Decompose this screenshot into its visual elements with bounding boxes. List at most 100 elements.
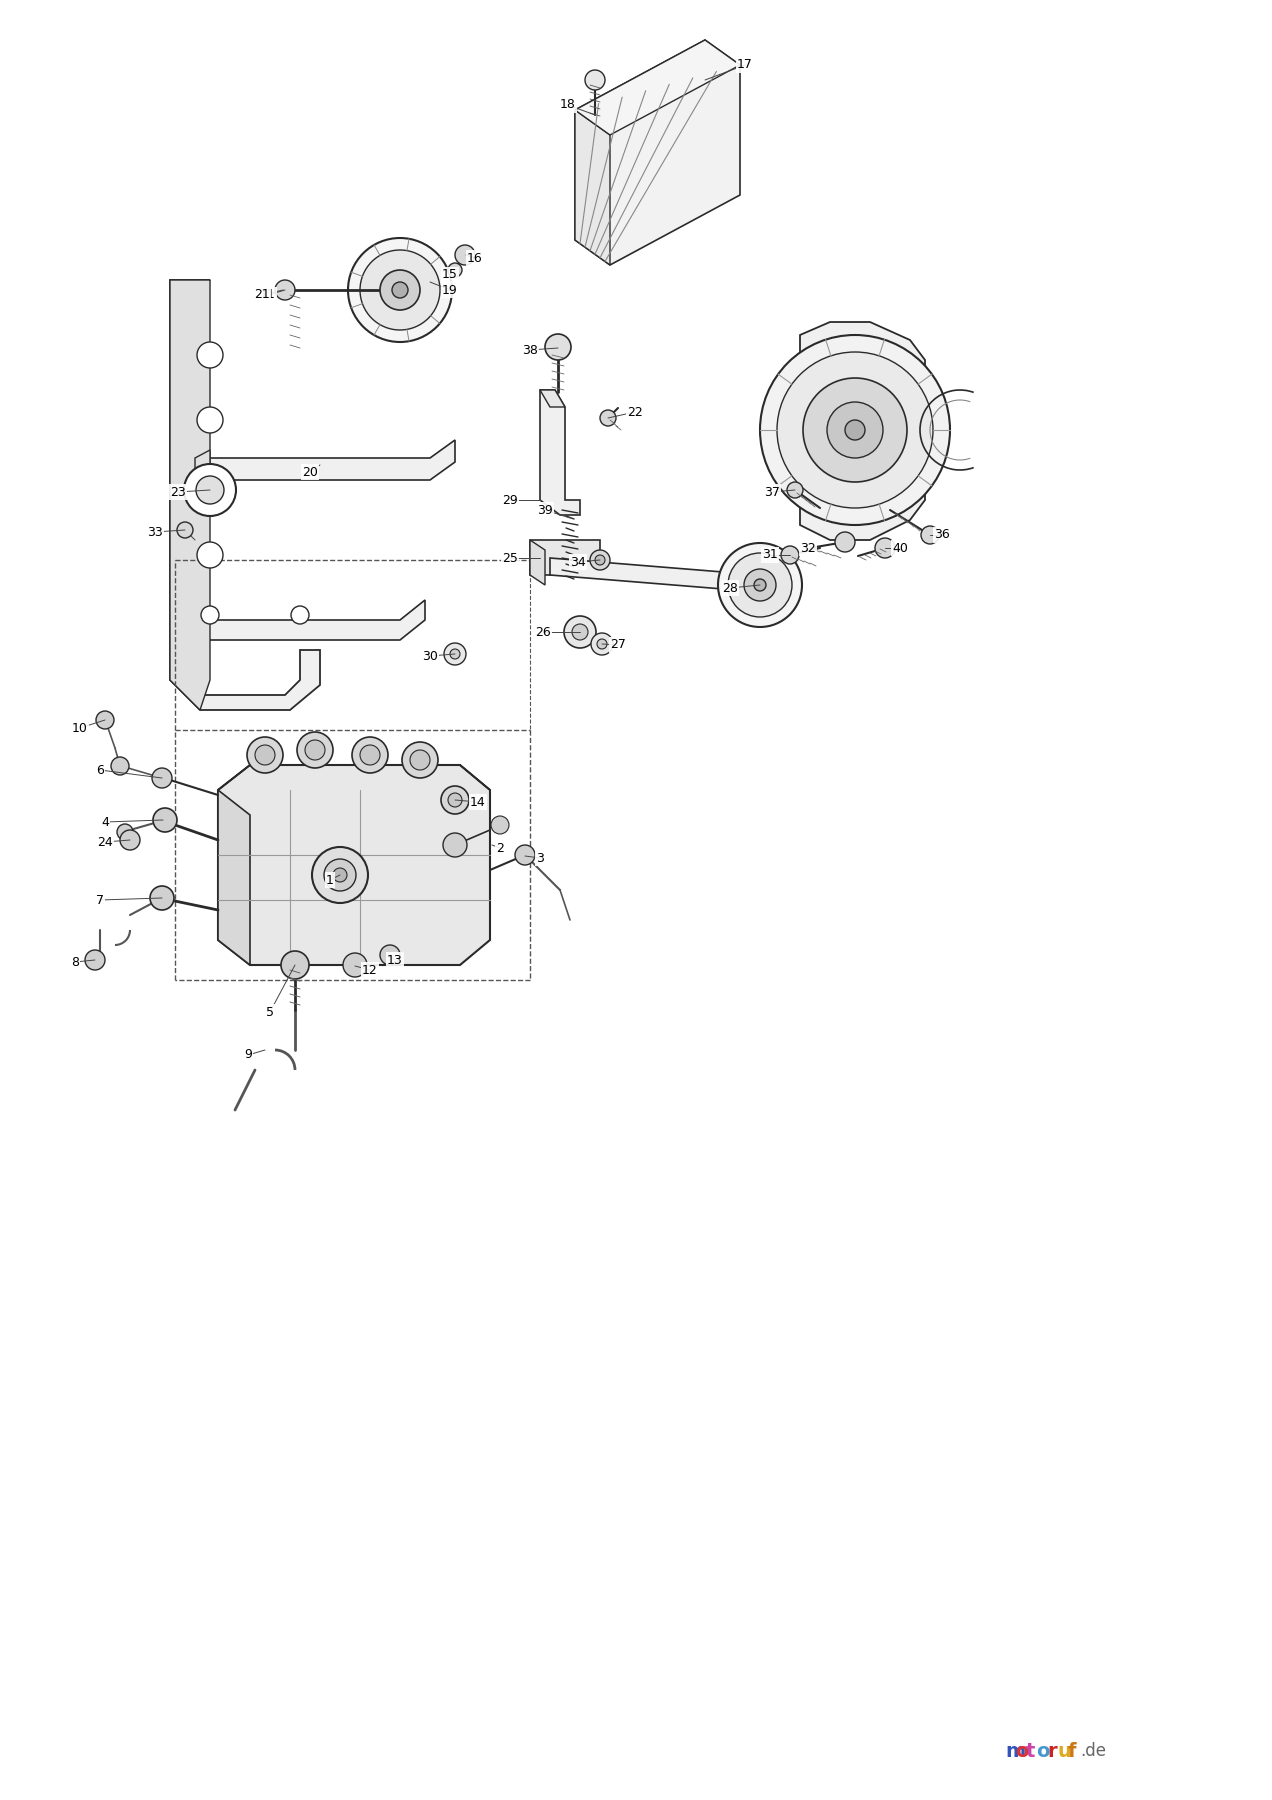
Polygon shape xyxy=(218,790,251,965)
Text: 37: 37 xyxy=(764,486,780,499)
Text: 32: 32 xyxy=(800,542,815,554)
Circle shape xyxy=(402,742,438,778)
Circle shape xyxy=(153,808,177,832)
Text: 29: 29 xyxy=(502,493,518,506)
Text: 27: 27 xyxy=(611,639,626,652)
Circle shape xyxy=(448,263,462,277)
Text: 1: 1 xyxy=(326,873,335,887)
Text: 34: 34 xyxy=(570,556,586,569)
Text: 20: 20 xyxy=(301,466,318,479)
Circle shape xyxy=(197,342,223,367)
Text: 17: 17 xyxy=(736,58,753,72)
Circle shape xyxy=(291,607,309,625)
Circle shape xyxy=(827,401,883,457)
Text: t: t xyxy=(1027,1742,1035,1760)
Text: 21: 21 xyxy=(254,288,270,301)
Circle shape xyxy=(563,616,597,648)
Text: 18: 18 xyxy=(560,99,576,112)
Circle shape xyxy=(275,281,295,301)
Circle shape xyxy=(117,824,134,841)
Circle shape xyxy=(120,830,140,850)
Circle shape xyxy=(444,643,466,664)
Circle shape xyxy=(343,952,368,977)
Circle shape xyxy=(443,833,467,857)
Text: o: o xyxy=(1015,1742,1029,1760)
Circle shape xyxy=(392,283,408,299)
Circle shape xyxy=(349,238,452,342)
Circle shape xyxy=(591,634,613,655)
Circle shape xyxy=(448,794,462,806)
Circle shape xyxy=(247,736,282,772)
Circle shape xyxy=(305,740,326,760)
Circle shape xyxy=(491,815,509,833)
Circle shape xyxy=(597,639,607,650)
Text: 8: 8 xyxy=(71,956,79,968)
Text: 33: 33 xyxy=(148,526,163,538)
Polygon shape xyxy=(575,40,740,265)
Circle shape xyxy=(803,378,907,482)
Text: 16: 16 xyxy=(467,252,483,265)
Text: f: f xyxy=(1068,1742,1076,1760)
Circle shape xyxy=(380,270,420,310)
Text: 40: 40 xyxy=(892,542,908,554)
Circle shape xyxy=(360,250,440,329)
Polygon shape xyxy=(195,599,425,641)
Text: 6: 6 xyxy=(97,763,104,776)
Circle shape xyxy=(281,950,309,979)
Polygon shape xyxy=(530,540,600,574)
Circle shape xyxy=(759,335,950,526)
Circle shape xyxy=(781,545,799,563)
Text: 39: 39 xyxy=(537,504,553,517)
Circle shape xyxy=(754,580,766,590)
Circle shape xyxy=(196,475,224,504)
Circle shape xyxy=(744,569,776,601)
Polygon shape xyxy=(575,40,740,135)
Circle shape xyxy=(296,733,333,769)
Circle shape xyxy=(177,522,193,538)
Polygon shape xyxy=(800,322,925,540)
Circle shape xyxy=(585,70,605,90)
Text: .de: .de xyxy=(1080,1742,1107,1760)
Circle shape xyxy=(360,745,380,765)
Text: 19: 19 xyxy=(443,283,458,297)
Circle shape xyxy=(197,542,223,569)
Circle shape xyxy=(111,758,128,776)
Text: 15: 15 xyxy=(443,268,458,281)
Circle shape xyxy=(410,751,430,770)
Text: r: r xyxy=(1047,1742,1057,1760)
Polygon shape xyxy=(530,540,544,585)
Circle shape xyxy=(85,950,106,970)
Polygon shape xyxy=(218,765,490,965)
Circle shape xyxy=(450,650,460,659)
Polygon shape xyxy=(170,281,321,709)
Text: m: m xyxy=(1005,1742,1025,1760)
Circle shape xyxy=(595,554,605,565)
Text: 22: 22 xyxy=(627,405,642,419)
Circle shape xyxy=(254,745,275,765)
Circle shape xyxy=(572,625,588,641)
Text: 14: 14 xyxy=(471,796,486,808)
Polygon shape xyxy=(195,439,455,481)
Circle shape xyxy=(845,419,865,439)
Circle shape xyxy=(197,407,223,434)
Circle shape xyxy=(600,410,616,427)
Text: 12: 12 xyxy=(363,963,378,976)
Text: u: u xyxy=(1057,1742,1071,1760)
Circle shape xyxy=(875,538,895,558)
Circle shape xyxy=(590,551,611,571)
Circle shape xyxy=(95,711,114,729)
Text: o: o xyxy=(1037,1742,1049,1760)
Text: 7: 7 xyxy=(95,893,104,907)
Circle shape xyxy=(151,769,172,788)
Text: 11: 11 xyxy=(261,288,276,301)
Text: 23: 23 xyxy=(170,486,186,499)
Circle shape xyxy=(834,533,855,553)
Polygon shape xyxy=(195,450,210,481)
Circle shape xyxy=(312,848,368,904)
Polygon shape xyxy=(170,281,210,709)
Text: 36: 36 xyxy=(934,529,950,542)
Circle shape xyxy=(352,736,388,772)
Polygon shape xyxy=(575,110,611,265)
Text: 26: 26 xyxy=(536,626,551,639)
Circle shape xyxy=(333,868,347,882)
